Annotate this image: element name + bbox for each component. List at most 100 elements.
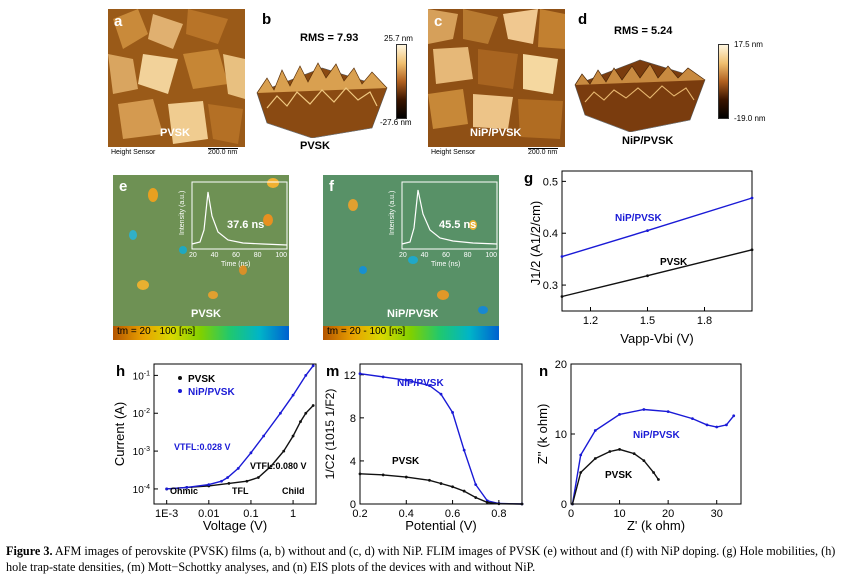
data-point (593, 429, 597, 432)
x-axis-label: Vapp-Vbi (V) (620, 331, 693, 346)
x-tick-label: 10 (613, 508, 625, 520)
data-point (311, 364, 315, 368)
data-point (571, 502, 574, 506)
flim-inset-plot-f (401, 181, 498, 250)
data-point (732, 414, 736, 418)
sample-label-d: NiP/PVSK (622, 135, 674, 147)
inset-xticks-f: 20 40 60 80 100 (399, 252, 497, 259)
data-point (715, 425, 719, 429)
data-point (439, 482, 443, 485)
inset-ylabel-f: Intensity (a.u.) (389, 190, 396, 235)
data-point (404, 378, 408, 382)
y-tick-label: 8 (350, 413, 356, 425)
sample-label-b: PVSK (300, 140, 330, 152)
color-scale-b (396, 44, 407, 119)
region-label-tfl: TFL (232, 486, 249, 496)
afm-3d-surface-d (574, 59, 706, 132)
series-line-pvsk (166, 405, 314, 490)
chart-h-trap-density: 1E-3 0.01 0.1 1 10-4 10-3 10-2 10-1 h PVSK NiP/PVS… (112, 363, 317, 533)
y-tick-label: 0 (350, 499, 356, 511)
data-point (185, 485, 189, 489)
flim-texture-f (323, 175, 499, 326)
data-point (220, 479, 223, 483)
data-point (304, 373, 308, 377)
caption-text: AFM images of perovskite (PVSK) films (a… (6, 544, 836, 574)
inset-ylabel-e: Intensity (a.u.) (179, 190, 186, 235)
afm-sample-label-c: NiP/PVSK (470, 127, 522, 139)
data-point (245, 479, 249, 483)
data-point (579, 453, 583, 457)
data-point (657, 478, 660, 481)
data-point (358, 472, 362, 476)
data-point (497, 502, 501, 506)
data-point (646, 229, 649, 233)
scale-bar-c (528, 148, 558, 149)
afm-3d-surface-b (256, 62, 388, 138)
series-line-nip-pvsk (561, 197, 753, 258)
y-tick-label: 12 (344, 370, 356, 382)
x-tick-label: 0.2 (352, 508, 367, 520)
colorbar-gradient-f (323, 326, 499, 340)
data-point (358, 372, 362, 376)
data-point (618, 448, 621, 451)
data-point (451, 411, 454, 414)
inset-xlabel-f: Time (ns) (431, 261, 461, 268)
legend-label-nip-pvsk: NiP/PVSK (397, 378, 444, 389)
data-point (691, 417, 694, 420)
inset-xtick-e: 100 (275, 252, 287, 259)
legend-label-pvsk: PVSK (392, 456, 420, 467)
legend-label-nip-pvsk: NiP/PVSK (188, 387, 235, 398)
y-axis-label: 1/C2 (1015 1/F2) (323, 389, 337, 480)
panel-label-f: f (329, 178, 334, 195)
color-scale-d (718, 44, 729, 119)
colorbar-gradient-e (113, 326, 289, 340)
y-tick-label: 0.3 (543, 280, 558, 292)
panel-label-m: m (326, 363, 339, 380)
x-tick-label: 0.8 (491, 508, 506, 520)
caption-label: Figure 3. (6, 544, 53, 558)
inset-xtick-f: 40 (420, 252, 429, 259)
legend-label-pvsk: PVSK (188, 374, 216, 385)
x-tick-label: 1.5 (640, 315, 655, 327)
y-tick-label: 10-4 (133, 484, 150, 496)
afm-sample-label-a: PVSK (160, 127, 190, 139)
data-point (404, 475, 408, 479)
y-axis-label: Current (A) (112, 402, 127, 466)
inset-xtick-e: 40 (210, 252, 219, 259)
inset-xtick-f: 60 (442, 252, 450, 259)
data-point (608, 450, 612, 453)
data-point (642, 459, 646, 462)
data-point (381, 375, 385, 379)
flim-inset-plot-e (191, 181, 288, 250)
data-point (462, 448, 466, 452)
x-axis-label: Potential (V) (405, 518, 477, 533)
series-line-nip-pvsk (571, 408, 735, 505)
data-point (646, 274, 649, 278)
y-tick-label: 0.5 (543, 176, 558, 188)
y-tick-label: 10-3 (133, 446, 150, 458)
flim-colorbar-e: tm = 20 - 100 [ns] (113, 326, 289, 340)
data-point (249, 451, 253, 455)
y-tick-label: 4 (350, 456, 356, 468)
legend-marker-pvsk (178, 376, 182, 380)
data-point (269, 464, 273, 468)
data-point (291, 393, 295, 397)
data-point (666, 410, 670, 413)
flim-image-f: f Intensity (a.u.) 45.5 ns 20 40 60 80 1… (323, 175, 499, 326)
data-point (311, 404, 315, 407)
data-point (560, 255, 564, 258)
x-tick-label: 0.6 (445, 508, 460, 520)
series-line-pvsk (359, 473, 523, 505)
plot-frame (153, 363, 317, 505)
panel-label-g: g (524, 170, 533, 187)
data-point (278, 411, 282, 415)
rms-label-d: RMS = 5.24 (614, 25, 673, 37)
data-point (227, 482, 231, 485)
data-point (520, 502, 524, 506)
flim-texture-e (113, 175, 289, 326)
x-tick-label: 1.8 (697, 315, 712, 327)
data-point (428, 478, 431, 482)
panel-label-b: b (262, 11, 272, 28)
inset-xtick-f: 80 (463, 252, 472, 259)
